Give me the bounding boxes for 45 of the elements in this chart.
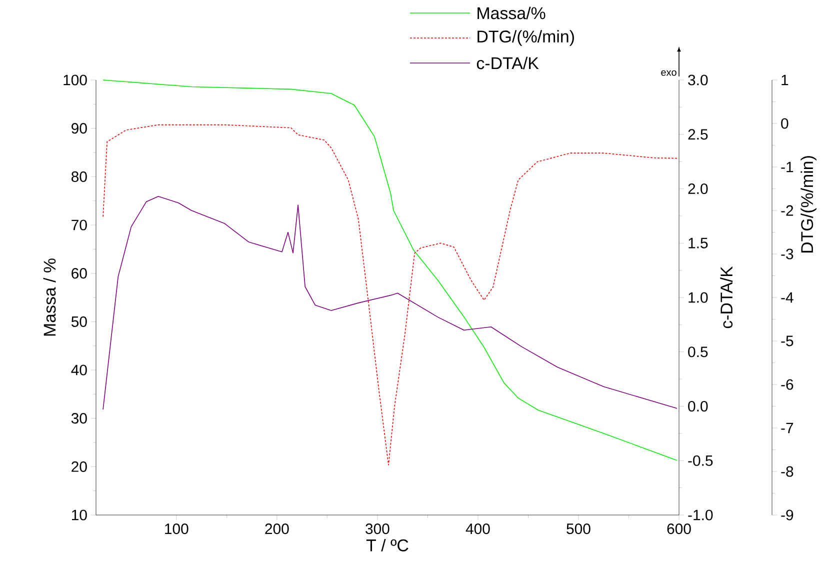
y2-tick-label: 1.0 [688,292,708,303]
y2-tick-label: 1.5 [688,238,708,248]
y2-tick-label: 0.0 [688,400,708,412]
y-tick-label: 60 [72,268,87,279]
y2-tick-label: 0.5 [688,346,708,358]
y-tick-label: 90 [72,123,87,134]
y-tick-label: 10 [72,510,87,520]
x-tick-label: 200 [265,524,289,534]
y2-tick-label: -1.0 [688,510,713,520]
y-tick-label: 100 [64,74,87,86]
y2-tick-label: 2.0 [688,183,708,194]
y-tick-label: 40 [71,364,87,376]
x-axis-title: T / ºC [366,538,408,552]
y3-tick-label: 0 [781,118,788,129]
y3-tick-label: -5 [781,336,794,346]
y2-axis-title: c-DTA/K [720,266,733,328]
x-tick-label: 600 [667,524,691,534]
legend-label: DTG/(%/min) [478,30,574,46]
y3-tick-label: 1 [782,74,788,86]
y-axis-title: Massa / % [43,258,56,336]
text: exo [661,70,676,76]
y2-tick-label: -0.5 [688,455,713,466]
y3-tick-label: -9 [781,510,794,520]
y2-tick-label: 3.0 [688,74,708,86]
y3-tick-label: -2 [781,205,794,216]
x-tick-label: 100 [165,524,188,534]
line-series [102,196,678,410]
y3-tick-label: -7 [781,422,794,434]
y-tick-label: 30 [71,413,87,424]
y3-tick-label: -4 [781,292,794,303]
x-tick-label: 500 [566,524,590,534]
y3-tick-label: -3 [781,248,794,260]
legend-label: c-DTA/K [476,56,539,70]
y-tick-label: 70 [72,220,87,230]
legend-label: Massa/% [478,6,546,20]
y3-tick-label: -6 [781,379,794,390]
x-tick-label: 400 [466,524,490,534]
y3-tick-label: -1 [781,162,794,172]
y-tick-label: 80 [72,171,87,182]
y-tick-label: 50 [71,316,87,327]
x-tick-label: 300 [366,524,390,534]
y-tick-label: 20 [72,461,87,472]
y3-tick-label: -8 [781,466,794,477]
y2-tick-label: 2.5 [688,129,708,140]
y3-axis-title: DTG/(%/min) [800,156,816,252]
